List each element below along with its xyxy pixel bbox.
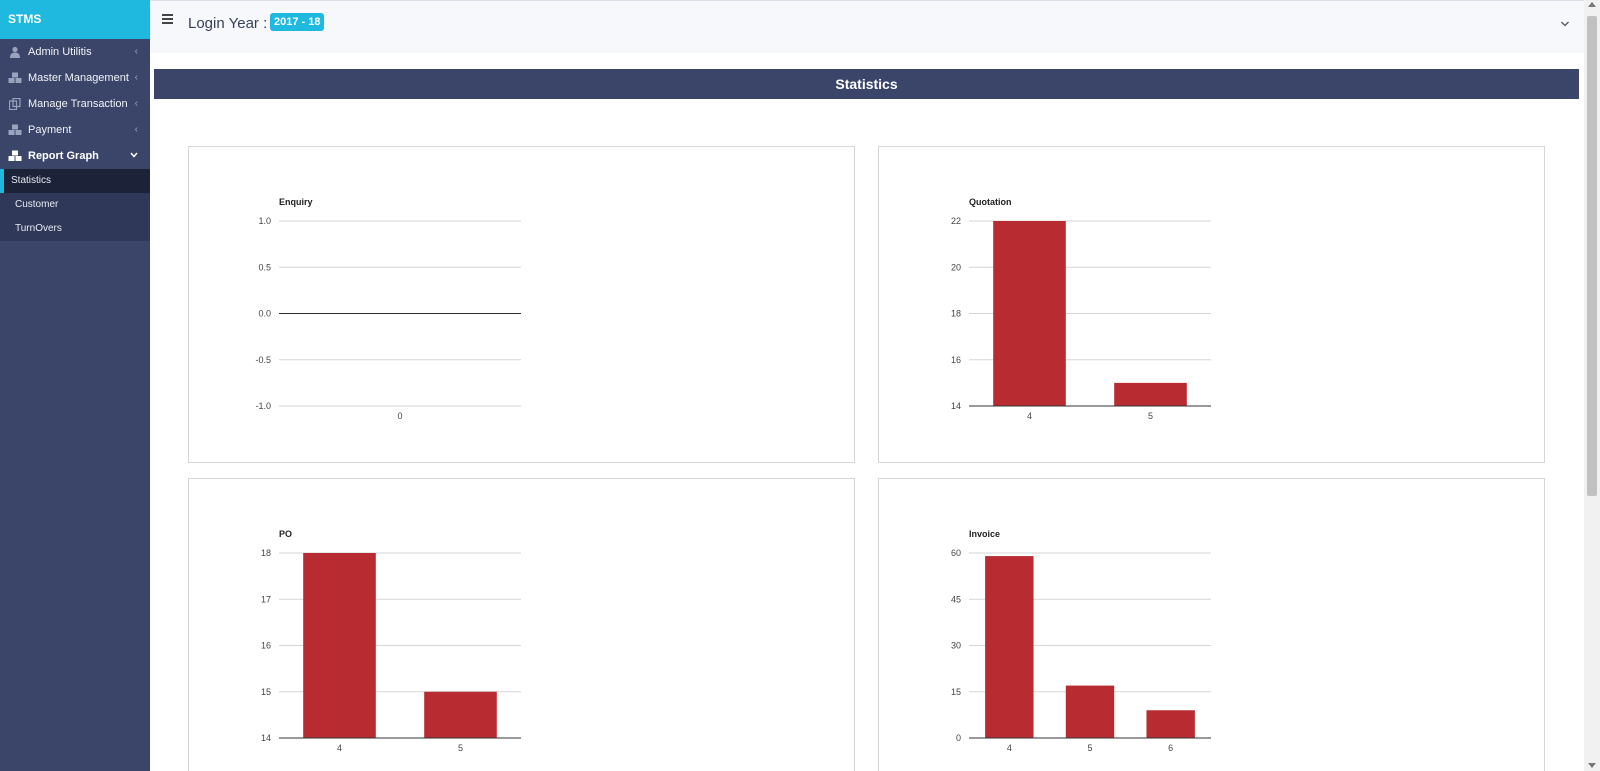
y-tick-label: 18 (261, 548, 271, 558)
y-tick-label: 22 (951, 216, 961, 226)
login-year-label: Login Year : (188, 15, 268, 32)
hamburger-menu-icon[interactable] (162, 14, 173, 24)
chart-card-po: PO 18 17 16 15 14 4 5 (188, 478, 855, 771)
y-tick-label: 14 (951, 401, 961, 411)
sidebar-item-payment[interactable]: Payment ‹ (0, 117, 150, 143)
y-tick-label: 0.5 (258, 262, 271, 272)
cubes-icon (8, 71, 22, 85)
quotation-chart: Quotation 22 20 18 16 14 4 5 (951, 197, 1211, 421)
chart-card-invoice: Invoice 60 45 30 15 0 4 5 6 (878, 478, 1545, 771)
y-tick-label: 15 (951, 687, 961, 697)
report-graph-submenu: Statistics Customer TurnOvers (0, 169, 150, 241)
y-tick-label: 16 (261, 641, 271, 651)
x-tick-label: 5 (458, 743, 463, 753)
y-tick-label: 15 (261, 687, 271, 697)
sidebar-item-label: Payment (28, 124, 72, 136)
sidebar-subitem-statistics[interactable]: Statistics (0, 169, 150, 193)
sidebar-item-manage-transaction[interactable]: Manage Transaction ‹ (0, 91, 150, 117)
sidebar-subitem-customer[interactable]: Customer (15, 199, 59, 210)
sidebar: STMS Admin Utilitis ‹ Master Management … (0, 0, 150, 771)
scrollbar-thumb[interactable] (1587, 16, 1597, 496)
sidebar-item-admin-utilitis[interactable]: Admin Utilitis ‹ (0, 39, 150, 65)
chart-bar (993, 221, 1066, 406)
x-tick-label: 5 (1148, 411, 1153, 421)
y-tick-label: 1.0 (258, 216, 271, 226)
sidebar-menu: Admin Utilitis ‹ Master Management ‹ Man… (0, 39, 150, 169)
scroll-down-icon[interactable] (1588, 763, 1596, 768)
y-tick-label: 17 (261, 594, 271, 604)
chevron-left-icon: ‹ (134, 46, 138, 57)
chart-card-enquiry: Enquiry 1.0 0.5 0.0 -0.5 -1.0 0 (188, 146, 855, 463)
x-tick-label: 4 (337, 743, 342, 753)
cubes-icon (8, 123, 22, 137)
sidebar-item-label: Manage Transaction (28, 98, 128, 110)
y-tick-label: 30 (951, 641, 961, 651)
chart-bar (303, 553, 376, 738)
chart-title: Invoice (969, 529, 1000, 539)
cubes-icon (8, 149, 22, 163)
y-tick-label: 16 (951, 355, 961, 365)
chevron-left-icon: ‹ (134, 98, 138, 109)
chart-title: PO (279, 529, 292, 539)
section-title: Statistics (154, 69, 1579, 99)
chart-bar (985, 556, 1034, 738)
x-tick-label: 4 (1007, 743, 1012, 753)
copy-icon (8, 97, 22, 111)
y-tick-label: -0.5 (255, 355, 271, 365)
scroll-up-icon[interactable] (1588, 2, 1596, 7)
po-chart: PO 18 17 16 15 14 4 5 (261, 529, 521, 753)
chevron-down-icon[interactable] (1560, 15, 1572, 27)
sidebar-item-label: Report Graph (28, 150, 99, 162)
y-tick-label: 0 (956, 733, 961, 743)
app-brand[interactable]: STMS (0, 0, 150, 39)
y-tick-label: 18 (951, 309, 961, 319)
chart-title: Quotation (969, 197, 1012, 207)
y-tick-label: 0.0 (258, 309, 271, 319)
enquiry-chart: Enquiry 1.0 0.5 0.0 -0.5 -1.0 0 (255, 197, 521, 421)
chart-bar (1114, 382, 1187, 406)
y-tick-label: -1.0 (255, 401, 271, 411)
chevron-down-icon (130, 150, 138, 161)
chevron-left-icon: ‹ (134, 72, 138, 83)
x-tick-label: 5 (1087, 743, 1092, 753)
chart-card-quotation: Quotation 22 20 18 16 14 4 5 (878, 146, 1545, 463)
sidebar-item-master-management[interactable]: Master Management ‹ (0, 65, 150, 91)
sidebar-item-label: Admin Utilitis (28, 46, 92, 58)
y-tick-label: 20 (951, 262, 961, 272)
sidebar-item-report-graph[interactable]: Report Graph (0, 143, 150, 169)
main-content: Statistics Enquiry 1.0 0.5 0.0 -0.5 -1.0 0 Quo… (150, 53, 1584, 771)
login-year-badge: 2017 - 18 (270, 13, 325, 31)
x-tick-label: 6 (1168, 743, 1173, 753)
user-icon (8, 45, 22, 59)
x-tick-label: 0 (397, 411, 402, 421)
sidebar-item-label: Master Management (28, 72, 129, 84)
y-tick-label: 45 (951, 594, 961, 604)
page-scrollbar[interactable] (1584, 0, 1600, 771)
chart-title: Enquiry (279, 197, 313, 207)
y-tick-label: 60 (951, 548, 961, 558)
sidebar-subitem-turnovers[interactable]: TurnOvers (15, 223, 62, 234)
top-header: Login Year : 2017 - 18 (150, 0, 1584, 53)
chart-bar (1065, 685, 1115, 738)
y-tick-label: 14 (261, 733, 271, 743)
x-tick-label: 4 (1027, 411, 1032, 421)
chevron-left-icon: ‹ (134, 124, 138, 135)
chart-bar (424, 691, 497, 738)
chart-bar (1146, 710, 1195, 738)
